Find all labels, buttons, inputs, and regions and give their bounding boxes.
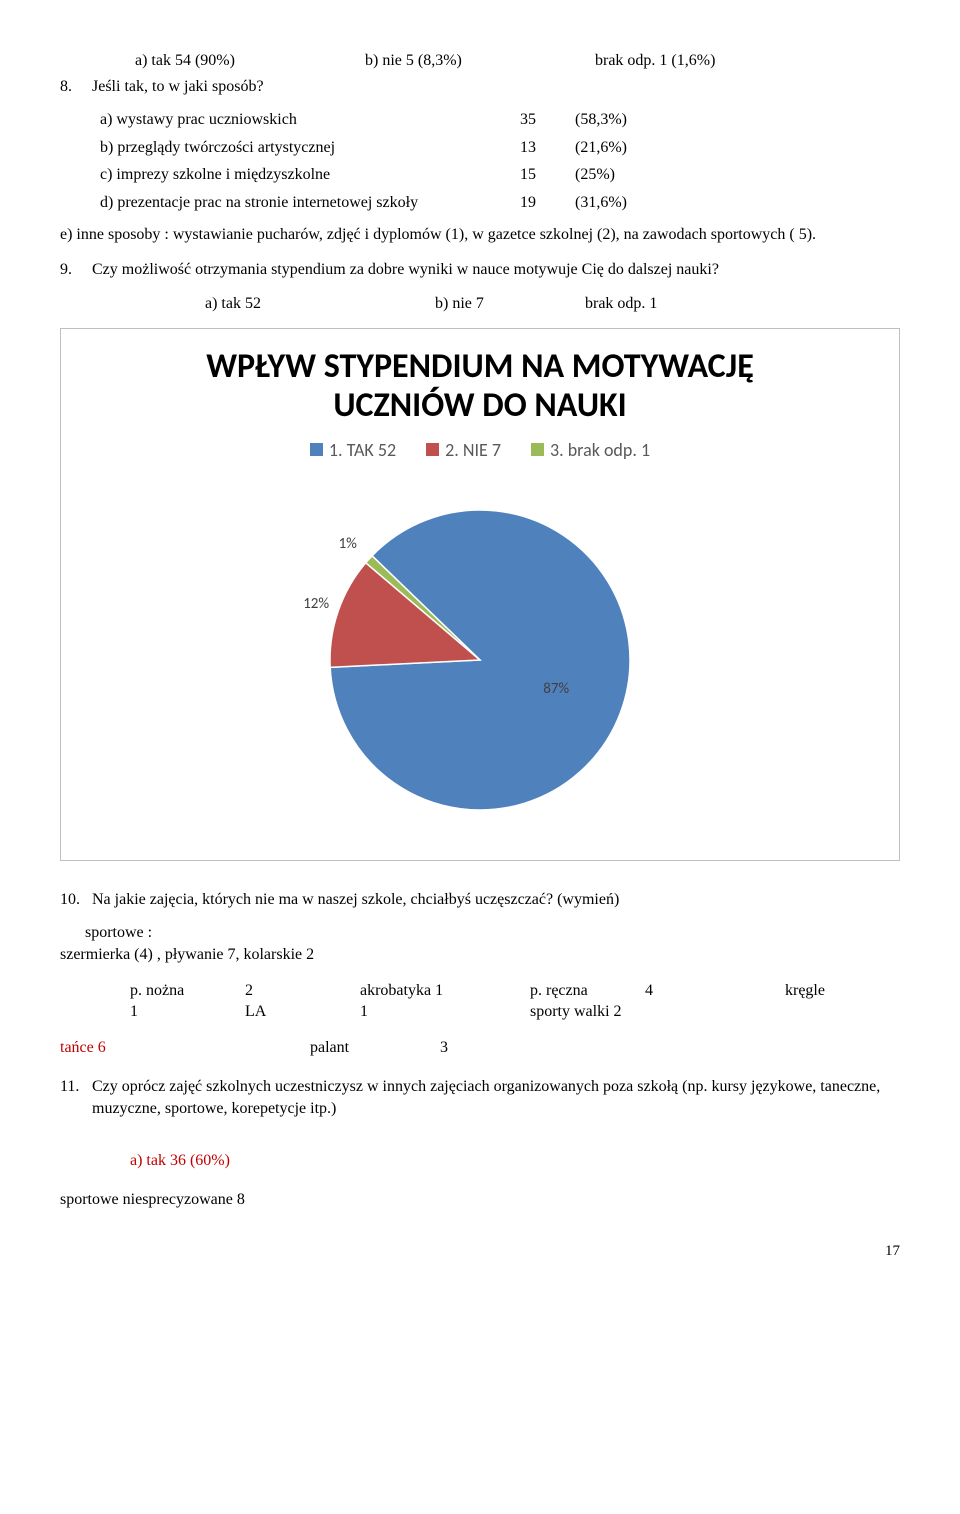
q10-row3: tańce 6 palant 3	[60, 1037, 900, 1059]
table-row: c) imprezy szkolne i międzyszkolne 15 (2…	[100, 164, 900, 186]
legend-label: 2. NIE 7	[445, 438, 501, 462]
q11: 11. Czy oprócz zajęć szkolnych uczestnic…	[60, 1076, 900, 1119]
opt-c: brak odp. 1 (1,6%)	[595, 50, 715, 72]
legend-label: 3. brak odp. 1	[550, 438, 650, 462]
q9-num: 9.	[60, 259, 92, 281]
q11-opt-a: a) tak 36 (60%)	[130, 1150, 900, 1172]
q8-num: 8.	[60, 76, 92, 98]
q11-text: Czy oprócz zajęć szkolnych uczestniczysz…	[92, 1076, 900, 1119]
legend-item: 1. TAK 52	[310, 438, 396, 462]
q10-row2: 1 LA 1 sporty walki 2	[130, 1001, 900, 1023]
chart-title: WPŁYW STYPENDIUM NA MOTYWACJĘ UCZNIÓW DO…	[71, 347, 889, 425]
legend-item: 3. brak odp. 1	[531, 438, 650, 462]
q10-num: 10.	[60, 889, 92, 911]
q-prev-options: a) tak 54 (90%) b) nie 5 (8,3%) brak odp…	[135, 50, 900, 72]
table-row: d) prezentacje prac na stronie interneto…	[100, 192, 900, 214]
q10-text: Na jakie zajęcia, których nie ma w nasze…	[92, 889, 619, 911]
bottom-line: sportowe niesprecyzowane 8	[60, 1189, 900, 1211]
q11-num: 11.	[60, 1076, 92, 1119]
legend-label: 1. TAK 52	[329, 438, 396, 462]
q9-opt-a: a) tak 52	[205, 293, 435, 315]
q9-options: a) tak 52 b) nie 7 brak odp. 1	[205, 293, 900, 315]
chart-legend: 1. TAK 52 2. NIE 7 3. brak odp. 1	[71, 438, 889, 462]
table-row: a) wystawy prac uczniowskich 35 (58,3%)	[100, 109, 900, 131]
legend-swatch	[426, 443, 439, 456]
legend-item: 2. NIE 7	[426, 438, 501, 462]
q10-szermierka-line: szermierka (4) , pływanie 7, kolarskie 2	[60, 944, 900, 966]
q9-opt-c: brak odp. 1	[585, 293, 657, 315]
pie-chart: 87%12%1%	[310, 490, 650, 830]
pie-slice-label: 87%	[543, 679, 569, 699]
opt-b: b) nie 5 (8,3%)	[365, 50, 595, 72]
pie-slice-label: 1%	[339, 534, 357, 554]
q8: 8. Jeśli tak, to w jaki sposób?	[60, 76, 900, 98]
chart-container: WPŁYW STYPENDIUM NA MOTYWACJĘ UCZNIÓW DO…	[60, 328, 900, 860]
opt-a: a) tak 54 (90%)	[135, 50, 365, 72]
q9: 9. Czy możliwość otrzymania stypendium z…	[60, 259, 900, 281]
q8-e-line: e) inne sposoby : wystawianie pucharów, …	[60, 224, 900, 246]
legend-swatch	[310, 443, 323, 456]
q9-opt-b: b) nie 7	[435, 293, 585, 315]
table-row: b) przeglądy twórczości artystycznej 13 …	[100, 137, 900, 159]
q9-text: Czy możliwość otrzymania stypendium za d…	[92, 259, 719, 281]
q8-table: a) wystawy prac uczniowskich 35 (58,3%) …	[100, 109, 900, 213]
page-number: 17	[60, 1241, 900, 1261]
q10-sportowe-label: sportowe :	[85, 922, 900, 944]
q10-row1: p. nożna 2 akrobatyka 1 p. ręczna 4 kręg…	[130, 980, 900, 1002]
q8-text: Jeśli tak, to w jaki sposób?	[92, 76, 264, 98]
q10: 10. Na jakie zajęcia, których nie ma w n…	[60, 889, 900, 911]
legend-swatch	[531, 443, 544, 456]
pie-slice-label: 12%	[303, 594, 329, 614]
